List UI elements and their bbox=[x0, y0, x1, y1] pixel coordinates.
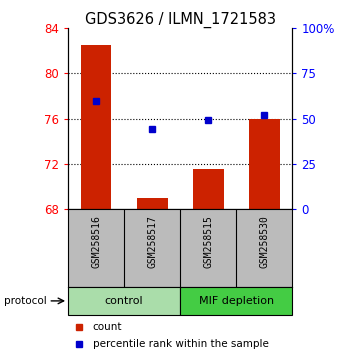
Text: control: control bbox=[105, 296, 143, 306]
Bar bbox=[180, 287, 292, 315]
Text: MIF depletion: MIF depletion bbox=[199, 296, 274, 306]
Bar bbox=[137, 198, 168, 209]
Text: GSM258517: GSM258517 bbox=[147, 215, 157, 268]
Text: count: count bbox=[93, 322, 122, 332]
Text: protocol: protocol bbox=[4, 296, 47, 306]
Bar bbox=[68, 287, 180, 315]
Text: percentile rank within the sample: percentile rank within the sample bbox=[93, 339, 269, 349]
Text: GSM258516: GSM258516 bbox=[91, 215, 101, 268]
Title: GDS3626 / ILMN_1721583: GDS3626 / ILMN_1721583 bbox=[85, 12, 276, 28]
Bar bbox=[249, 119, 280, 209]
Text: GSM258530: GSM258530 bbox=[259, 215, 269, 268]
Bar bbox=[193, 169, 224, 209]
Text: GSM258515: GSM258515 bbox=[203, 215, 213, 268]
Bar bbox=[81, 45, 112, 209]
